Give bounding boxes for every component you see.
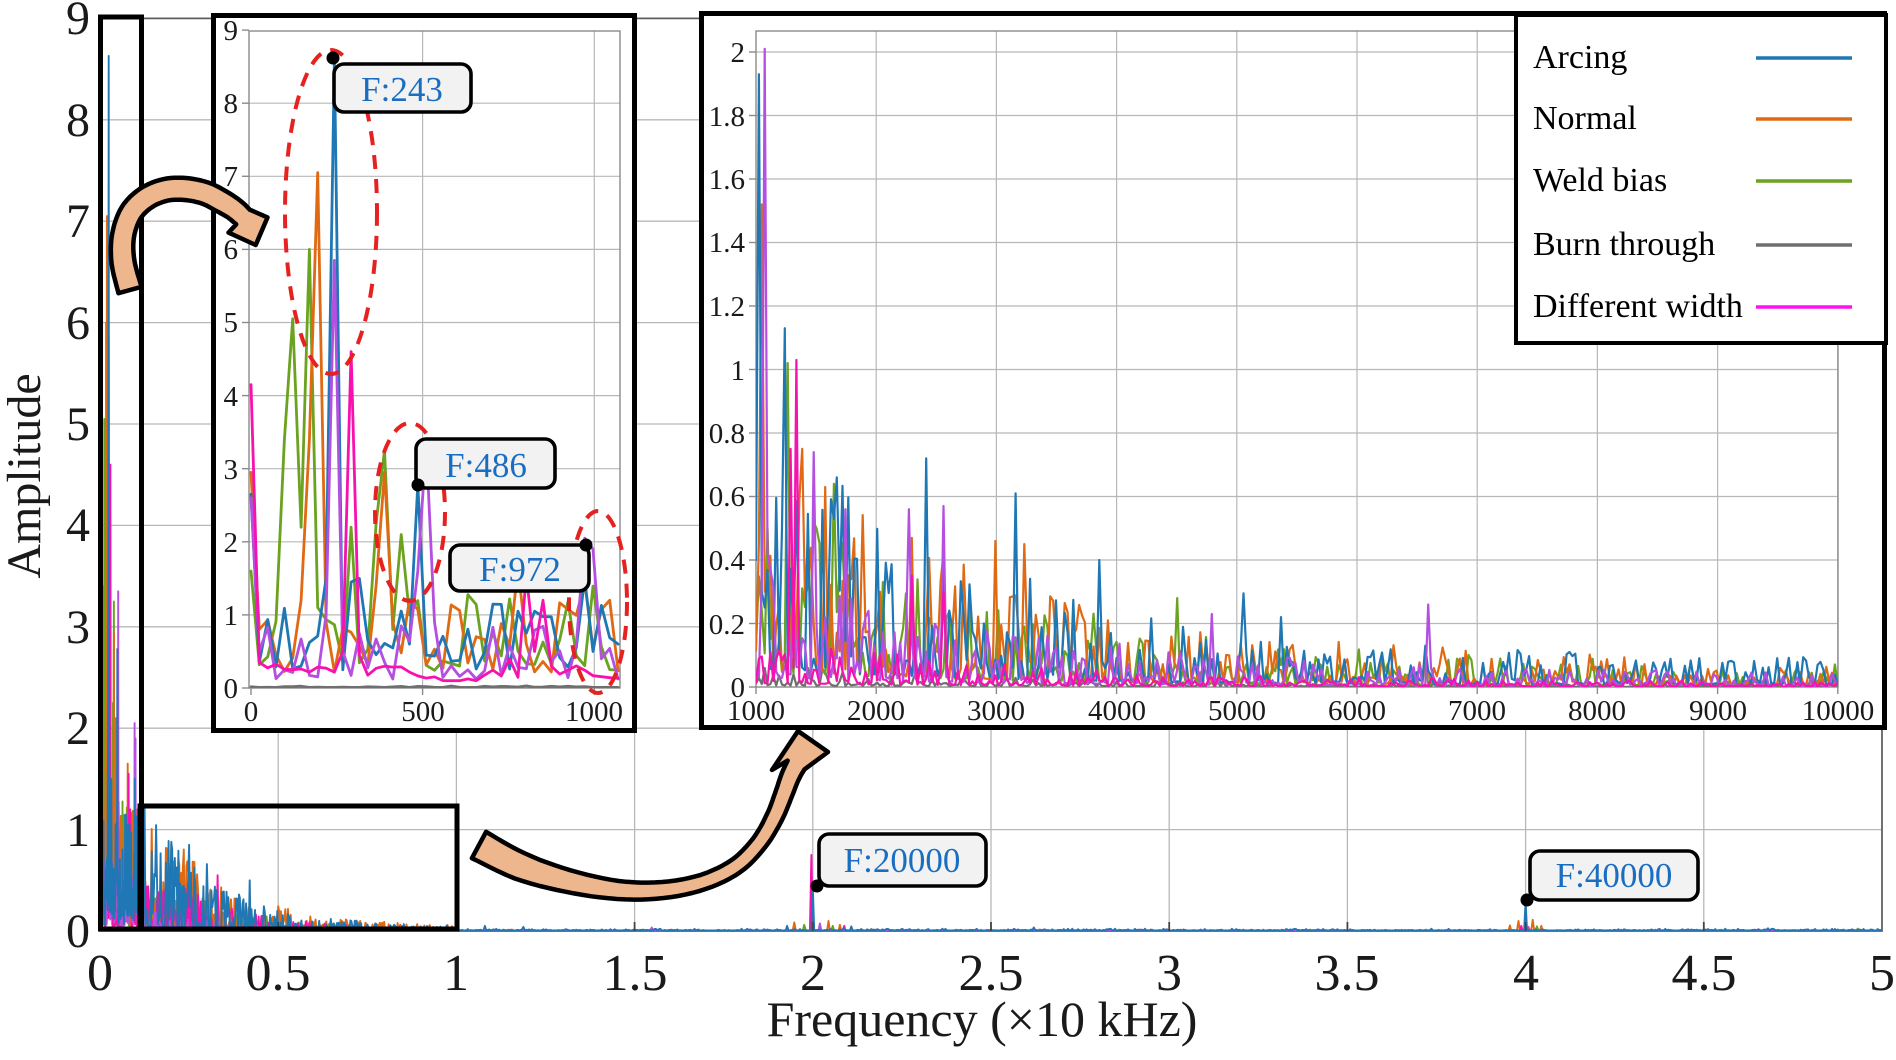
svg-text:Burn through: Burn through	[1533, 226, 1715, 263]
svg-text:0: 0	[66, 905, 90, 958]
svg-text:F:20000: F:20000	[844, 841, 961, 880]
svg-text:6: 6	[224, 234, 239, 266]
svg-text:Arcing: Arcing	[1533, 39, 1627, 76]
svg-text:Amplitude: Amplitude	[0, 373, 51, 578]
svg-text:4: 4	[224, 381, 239, 413]
svg-text:2: 2	[731, 37, 746, 69]
svg-text:9: 9	[66, 0, 90, 45]
svg-text:1.5: 1.5	[603, 945, 668, 1002]
svg-text:0: 0	[224, 673, 239, 705]
svg-text:2000: 2000	[847, 695, 905, 727]
svg-text:0.4: 0.4	[709, 545, 746, 577]
svg-text:3.5: 3.5	[1315, 945, 1380, 1002]
svg-text:Frequency (×10 kHz): Frequency (×10 kHz)	[767, 991, 1198, 1047]
svg-text:2: 2	[224, 527, 239, 559]
svg-text:1000: 1000	[727, 695, 785, 727]
svg-text:4000: 4000	[1088, 695, 1146, 727]
svg-text:7000: 7000	[1448, 695, 1506, 727]
svg-text:0: 0	[244, 696, 259, 728]
svg-text:0.8: 0.8	[709, 418, 745, 450]
svg-text:1.2: 1.2	[709, 291, 745, 323]
svg-text:Normal: Normal	[1533, 100, 1637, 137]
svg-text:5000: 5000	[1208, 695, 1266, 727]
svg-text:6000: 6000	[1328, 695, 1386, 727]
svg-text:0.5: 0.5	[246, 945, 311, 1002]
svg-text:Weld bias: Weld bias	[1533, 162, 1667, 199]
svg-text:1: 1	[731, 355, 746, 387]
svg-text:8: 8	[224, 88, 239, 120]
svg-text:1.8: 1.8	[709, 101, 745, 133]
svg-text:F:40000: F:40000	[1556, 856, 1673, 895]
svg-text:1: 1	[443, 945, 469, 1002]
svg-text:4: 4	[1513, 945, 1539, 1002]
svg-text:4: 4	[66, 499, 90, 552]
svg-text:5: 5	[66, 398, 90, 451]
svg-text:1: 1	[224, 600, 239, 632]
svg-text:6: 6	[66, 297, 90, 350]
svg-text:F:486: F:486	[445, 446, 527, 485]
svg-text:1.6: 1.6	[709, 164, 745, 196]
svg-text:3: 3	[66, 601, 90, 654]
svg-text:1: 1	[66, 804, 90, 857]
svg-text:8: 8	[66, 94, 90, 147]
svg-text:2.5: 2.5	[959, 945, 1024, 1002]
svg-text:F:972: F:972	[479, 550, 561, 589]
svg-text:3: 3	[224, 454, 239, 486]
svg-text:5: 5	[1869, 945, 1895, 1002]
svg-text:500: 500	[401, 696, 445, 728]
svg-text:10000: 10000	[1802, 695, 1875, 727]
svg-text:Different width: Different width	[1533, 288, 1743, 325]
svg-text:2: 2	[800, 945, 826, 1002]
svg-text:0.2: 0.2	[709, 609, 745, 641]
svg-text:9000: 9000	[1689, 695, 1747, 727]
svg-text:0: 0	[87, 945, 113, 1002]
svg-text:2: 2	[66, 702, 90, 755]
svg-text:3000: 3000	[967, 695, 1025, 727]
svg-text:1.4: 1.4	[709, 227, 746, 259]
svg-text:1000: 1000	[565, 696, 623, 728]
svg-text:3: 3	[1156, 945, 1182, 1002]
svg-text:5: 5	[224, 307, 239, 339]
svg-text:F:243: F:243	[361, 70, 443, 109]
svg-text:4.5: 4.5	[1672, 945, 1737, 1002]
svg-text:7: 7	[224, 161, 239, 193]
svg-text:7: 7	[66, 195, 90, 248]
svg-text:0.6: 0.6	[709, 481, 745, 513]
svg-text:9: 9	[224, 15, 239, 47]
svg-text:8000: 8000	[1568, 695, 1626, 727]
svg-text:0: 0	[731, 672, 746, 704]
